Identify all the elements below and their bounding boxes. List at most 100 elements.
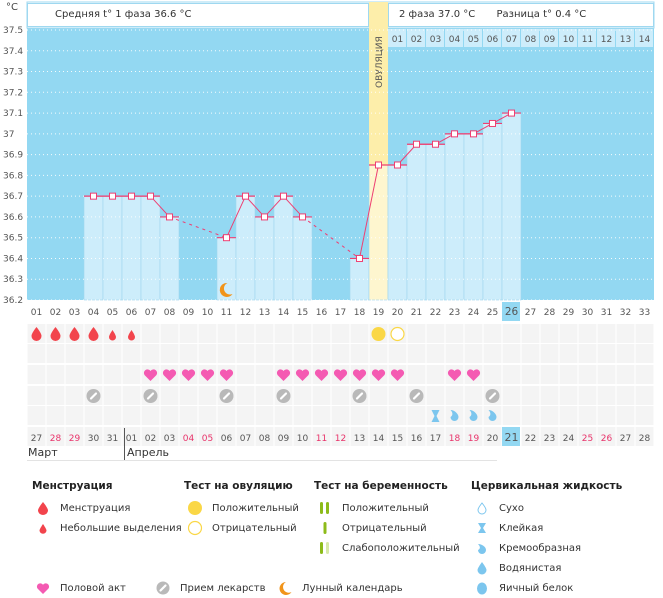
temperature-point (109, 192, 116, 200)
temperature-bar (273, 195, 294, 301)
event-cell (369, 406, 388, 425)
event-cell (616, 406, 635, 425)
event-cell (236, 406, 255, 425)
heart-icon (295, 369, 310, 381)
calendar-cell (635, 427, 654, 446)
temperature-bar (83, 195, 104, 301)
calendar-date-label: 06 (221, 434, 233, 444)
event-cell (84, 344, 103, 363)
y-tick-label: 36.6 (3, 213, 23, 223)
event-cell (559, 386, 578, 405)
event-cell (445, 386, 464, 405)
event-cell (597, 365, 616, 384)
event-cell (559, 365, 578, 384)
event-cell (65, 344, 84, 363)
event-cell (350, 324, 369, 343)
blood-drop-icon (69, 327, 80, 342)
temperature-bar (368, 164, 389, 301)
event-cell (65, 365, 84, 384)
calendar-cell (65, 427, 84, 446)
event-cell (350, 344, 369, 363)
calendar-date-label: 27 (31, 434, 42, 444)
calendar-date-label: 10 (297, 434, 309, 444)
event-cell (464, 344, 483, 363)
legend-title: Тест на беременность (314, 480, 448, 492)
event-cell (103, 406, 122, 425)
post-ovulation-day-label: 04 (449, 35, 461, 45)
event-cell (597, 386, 616, 405)
calendar-cell (559, 427, 578, 446)
sticky-fluid-icon (431, 410, 440, 422)
event-cell (388, 344, 407, 363)
pill-icon-stripe (146, 392, 155, 400)
calendar-date-label: 27 (620, 434, 631, 444)
event-cell (46, 344, 65, 363)
event-cell (274, 344, 293, 363)
cycle-day-label: 13 (259, 308, 270, 318)
event-cell (27, 344, 46, 363)
event-cell (293, 386, 312, 405)
temperature-point (413, 140, 420, 148)
event-cell (521, 344, 540, 363)
dry-drop-icon (471, 501, 493, 515)
cycle-day-label: 20 (392, 308, 404, 318)
event-cell (160, 406, 179, 425)
post-ovulation-day-label: 02 (411, 35, 422, 45)
cycle-day-label: 28 (544, 308, 556, 318)
event-cell (217, 406, 236, 425)
post-ovulation-day-label: 06 (487, 35, 499, 45)
event-cell (369, 344, 388, 363)
event-cell (578, 386, 597, 405)
y-unit-label: °C (6, 2, 18, 13)
legend-item: Кремообразная (471, 538, 622, 558)
temperature-point (356, 254, 363, 262)
legend-item: Положительный (184, 498, 299, 518)
post-ovulation-day-label: 01 (392, 35, 403, 45)
legend-menstruation: Менструация Менструация Небольшие выделе… (32, 480, 182, 538)
calendar-date-label: 22 (525, 434, 536, 444)
y-tick-label: 37.3 (3, 68, 23, 78)
legend-item: Водянистая (471, 558, 622, 578)
calendar-date-label: 04 (183, 434, 195, 444)
event-cell (312, 344, 331, 363)
calendar-date-label: 12 (335, 434, 346, 444)
event-cell (445, 324, 464, 343)
calendar-cell (445, 427, 464, 446)
temperature-bar (387, 164, 408, 301)
heart-icon (352, 369, 367, 381)
event-cell (179, 324, 198, 343)
month-divider-line (27, 460, 497, 461)
post-ovulation-day-label: 07 (506, 35, 517, 45)
post-ovulation-day-cell (426, 29, 444, 47)
watery-drop-icon (471, 561, 493, 575)
small-blood-drop-icon (128, 330, 135, 341)
event-cell (616, 324, 635, 343)
calendar-cell (255, 427, 274, 446)
calendar-date-label: 11 (316, 434, 327, 444)
event-cell (312, 386, 331, 405)
y-tick-label: 37 (3, 130, 14, 140)
pill-icon-stripe (355, 392, 364, 400)
heart-icon (200, 369, 215, 381)
cycle-day-label: 32 (620, 308, 631, 318)
event-cell (521, 386, 540, 405)
temperature-point (299, 213, 306, 221)
post-ovulation-day-cell (407, 29, 425, 47)
event-cell (331, 324, 350, 343)
cycle-day-label: 16 (316, 308, 328, 318)
calendar-cell (217, 427, 236, 446)
post-ovulation-day-label: 08 (525, 35, 537, 45)
calendar-date-label: 28 (50, 434, 62, 444)
event-cell (407, 365, 426, 384)
event-cell (388, 386, 407, 405)
pill-icon-stripe (488, 392, 497, 400)
temperature-point (280, 192, 287, 200)
creamy-fluid-icon (469, 410, 478, 421)
calendar-cell (464, 427, 483, 446)
calendar-cell (483, 427, 502, 446)
event-cell (141, 324, 160, 343)
post-ovulation-day-cell (616, 29, 634, 47)
calendar-date-label: 29 (69, 434, 81, 444)
calendar-cell (179, 427, 198, 446)
calendar-date-label: 05 (202, 434, 213, 444)
